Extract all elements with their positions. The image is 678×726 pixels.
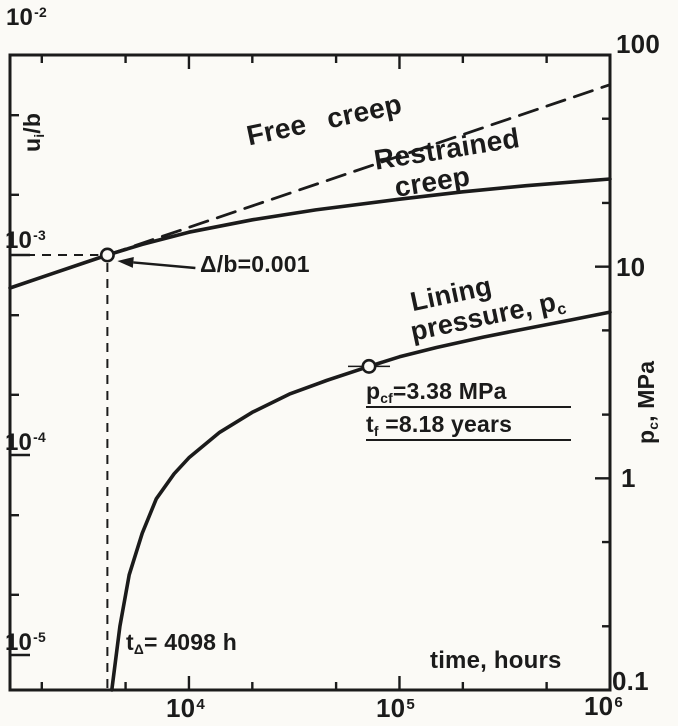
plot-frame (8, 53, 612, 692)
tick-exponent: -5 (33, 629, 46, 646)
x-tick-label-1e5: 105 (376, 693, 415, 723)
y-right-tick-label-1: 1 (621, 463, 636, 493)
data-point-marker (99, 247, 115, 263)
tick-base: 10 (5, 429, 33, 456)
tf-symbol: t (366, 410, 374, 437)
y-left-tick-label-1e-3: 10-3 (5, 227, 46, 254)
pcf-symbol: p (366, 378, 381, 404)
y-right-tick-label-0.1: 0.1 (612, 666, 649, 696)
axis-title-text: u (19, 137, 45, 152)
x-tick-label-1e4: 104 (166, 693, 205, 723)
tick-base: 10 (376, 693, 406, 723)
tick-exponent: -3 (33, 227, 46, 244)
tick-base: 10 (5, 227, 33, 254)
tick-base: 10 (6, 4, 34, 31)
tf-value: =8.18 years (378, 410, 513, 437)
tick-base: 10 (584, 691, 614, 721)
y-right-tick-label-10: 10 (616, 252, 646, 282)
tf-annotation-line: tf =8.18 years (366, 410, 571, 441)
tick-exponent: 4 (196, 695, 205, 713)
x-axis-title: time, hours (430, 647, 562, 674)
y-right-tick-label-100: 100 (616, 29, 660, 59)
t-delta-annotation: tΔ= 4098 h (126, 629, 238, 658)
t-delta-subscript: Δ (133, 642, 144, 658)
tick-exponent: -4 (33, 429, 46, 446)
x-tick-label-1e6: 106 (584, 691, 623, 721)
delta-b-annotation: Δ/b=0.001 (200, 251, 310, 277)
tick-base: 10 (166, 693, 196, 723)
pcf-tf-annotation: pcf=3.38 MPa tf =8.18 years (366, 379, 571, 441)
tf-subscript: f (373, 423, 379, 439)
axis-title-subscript: c (646, 421, 662, 430)
y-left-tick-label-1e-2: 10-2 (6, 4, 47, 31)
t-delta-symbol: t (126, 629, 134, 655)
tick-exponent: 6 (614, 693, 623, 711)
y-left-axis-title: ui/b (19, 112, 48, 152)
delta-b-arrow-shaft (133, 261, 196, 270)
pcf-value: =3.38 MPa (392, 378, 507, 404)
t-delta-value: = 4098 h (143, 629, 238, 655)
series-free-creep (106, 83, 612, 257)
y-left-tick-label-1e-5: 10-5 (5, 629, 46, 656)
series-lining-pressure-pc (110, 310, 612, 692)
pcf-subscript: cf (380, 391, 393, 407)
series-restrained-creep (8, 177, 612, 290)
tick-base: 10 (5, 629, 33, 656)
y-left-tick-label-1e-4: 10-4 (5, 429, 46, 456)
axis-title-text: , MPa (633, 360, 659, 422)
data-point-marker (361, 358, 377, 374)
delta-b-arrow-head (117, 256, 134, 268)
y-right-axis-title: pc, MPa (633, 360, 662, 444)
axis-title-text: /b (19, 112, 45, 134)
pcf-annotation-line: pcf=3.38 MPa (366, 379, 571, 408)
axis-title-text: p (633, 429, 659, 444)
tick-exponent: 5 (406, 695, 415, 713)
axis-title-subscript: i (32, 133, 48, 138)
tick-exponent: -2 (34, 4, 47, 21)
